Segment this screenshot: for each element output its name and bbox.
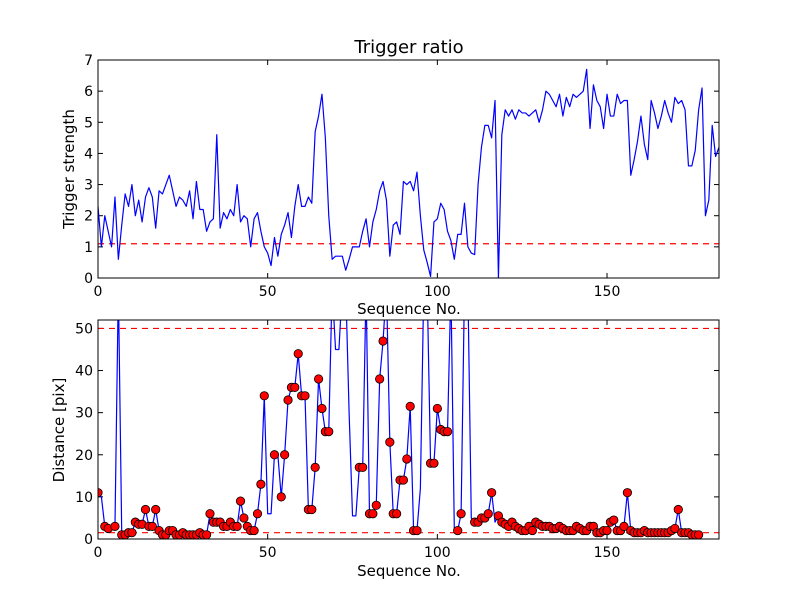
data-point — [673, 504, 683, 515]
data-point — [442, 427, 453, 437]
data-point — [609, 515, 619, 525]
y-tick-label: 3 — [84, 178, 93, 194]
data-point — [622, 488, 632, 498]
data-point — [252, 509, 263, 519]
data-point — [293, 349, 303, 359]
data-point — [705, 0, 713, 4]
data-point — [398, 475, 409, 485]
data-point — [205, 509, 215, 519]
data-point — [429, 458, 439, 468]
y-axis-label: Trigger strength — [60, 109, 78, 230]
data-point — [602, 525, 612, 536]
y-tick-label: 40 — [75, 364, 93, 380]
data-point — [324, 427, 334, 437]
data-point — [235, 496, 246, 506]
data-point — [670, 523, 680, 534]
y-tick-label: 10 — [75, 490, 93, 506]
data-point — [269, 450, 280, 460]
data-point — [310, 462, 320, 473]
y-tick-label: 4 — [84, 146, 93, 162]
data-point — [375, 374, 385, 384]
data-point — [313, 374, 324, 384]
data-point — [256, 479, 266, 489]
data-point — [259, 391, 269, 401]
y-axis-label: Distance [pix] — [50, 378, 68, 483]
data-point — [147, 521, 157, 531]
data-point — [201, 530, 212, 539]
data-point — [127, 528, 137, 538]
data-point — [694, 530, 704, 539]
data-point — [460, 282, 468, 290]
y-tick-label: 7 — [84, 53, 93, 69]
data-point — [456, 509, 466, 519]
data-point — [307, 504, 317, 515]
data-point — [368, 509, 378, 519]
y-tick-label: 6 — [84, 84, 93, 100]
data-point — [701, 0, 709, 4]
data-point — [378, 336, 388, 346]
y-tick-label: 5 — [84, 115, 93, 131]
data-point — [483, 509, 493, 519]
data-point — [527, 525, 537, 536]
data-point — [708, 0, 716, 4]
data-point — [239, 513, 249, 523]
data-point — [392, 509, 402, 519]
data-point — [432, 403, 442, 414]
x-tick-label: 50 — [259, 545, 277, 561]
plot-layer — [98, 68, 719, 278]
data-point — [232, 521, 242, 531]
x-tick-label: 0 — [94, 545, 103, 561]
data-point — [385, 437, 395, 447]
y-tick-label: 1 — [84, 240, 93, 256]
plot-layer — [98, 0, 723, 539]
tick-layer: 0 50 100 150 0 1 2 3 4 5 6 7 — [84, 53, 719, 300]
data-point — [151, 504, 161, 515]
chart-trigger-ratio: Trigger ratio 0 50 100 150 0 1 2 3 4 5 6 7 Sequence… — [60, 37, 720, 318]
data-point — [317, 403, 327, 414]
data-point — [249, 525, 259, 536]
data-point — [619, 521, 629, 531]
data-point — [300, 391, 310, 401]
x-axis-label: Sequence No. — [357, 562, 461, 580]
data-point — [698, 0, 706, 4]
x-tick-label: 100 — [424, 284, 451, 300]
axes-frame — [97, 319, 720, 540]
series-line — [98, 320, 699, 536]
y-tick-label: 0 — [84, 532, 93, 548]
y-tick-label: 20 — [75, 448, 93, 464]
y-tick-label: 2 — [84, 209, 93, 225]
y-tick-label: 30 — [75, 406, 93, 422]
data-point — [140, 504, 151, 515]
axes-frame — [97, 59, 720, 279]
chart-title: Trigger ratio — [353, 37, 463, 58]
data-point — [412, 525, 422, 536]
x-tick-label: 150 — [594, 284, 621, 300]
data-point — [487, 488, 497, 498]
data-point — [276, 492, 286, 502]
data-point — [402, 454, 412, 464]
data-point — [453, 525, 463, 536]
data-point — [715, 0, 723, 4]
data-point — [280, 450, 290, 460]
x-axis-label: Sequence No. — [357, 300, 461, 318]
tick-layer: 0 50 100 150 0 10 20 30 40 50 — [75, 320, 719, 561]
data-point — [711, 0, 719, 4]
x-tick-label: 150 — [594, 545, 621, 561]
series-line — [98, 68, 719, 278]
y-tick-label: 50 — [75, 321, 93, 337]
y-tick-label: 0 — [84, 271, 93, 287]
x-tick-label: 0 — [94, 284, 103, 300]
data-point — [405, 401, 415, 411]
data-point — [371, 500, 381, 510]
data-point — [110, 521, 120, 531]
data-point — [358, 462, 368, 473]
data-point — [283, 395, 293, 405]
x-tick-label: 100 — [424, 545, 451, 561]
data-point — [290, 382, 300, 392]
x-tick-label: 50 — [259, 284, 277, 300]
